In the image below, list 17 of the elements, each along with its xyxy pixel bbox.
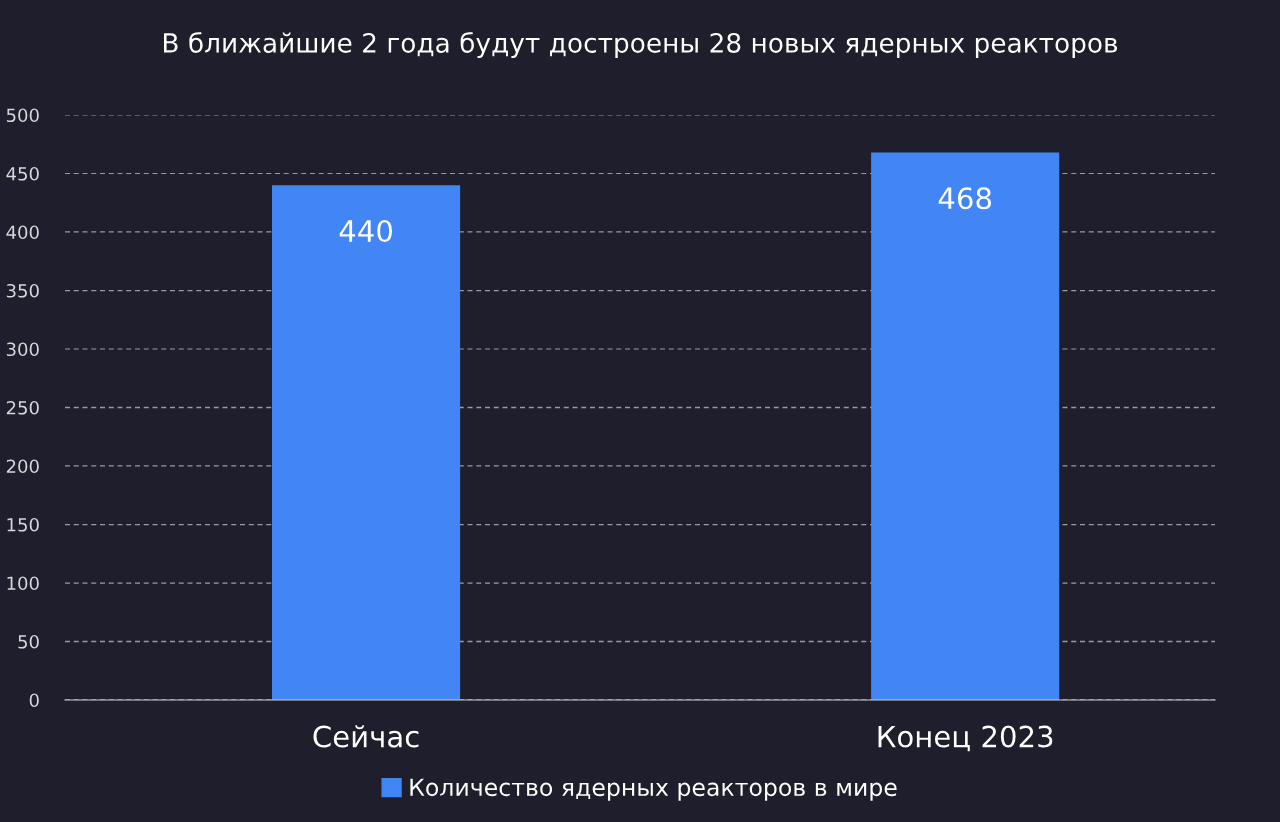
x-tick-label: Конец 2023	[878, 725, 1053, 752]
y-tick-label: 500	[6, 108, 39, 123]
chart-title: В ближайшие 2 года будут достроены 28 новых ядерных реакторов	[163, 32, 1118, 58]
legend-label: Количество ядерных реакторов в мире	[410, 778, 897, 801]
data-label: 468	[938, 187, 992, 210]
y-tick-label: 450	[6, 166, 39, 181]
data-label: 440	[339, 219, 392, 243]
y-tick-label: 0	[29, 693, 39, 708]
x-tick-label: Сейчас	[313, 725, 419, 748]
y-tick-label: 400	[6, 225, 39, 240]
y-tick-label: 50	[18, 634, 39, 649]
y-tick-label: 200	[6, 459, 39, 474]
y-tick-label: 300	[6, 342, 39, 357]
y-tick-label: 350	[6, 283, 39, 298]
y-tick-label: 100	[7, 576, 39, 591]
y-tick-label: 250	[6, 400, 39, 415]
y-tick-label: 150	[7, 517, 39, 532]
